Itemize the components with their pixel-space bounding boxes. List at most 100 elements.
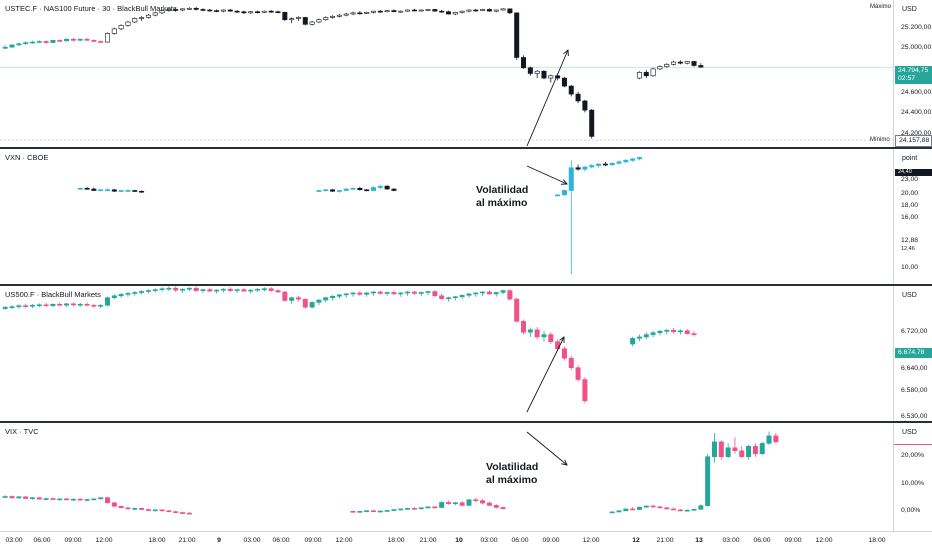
candle: [98, 40, 104, 44]
candle: [227, 287, 233, 292]
axis-unit: USD: [902, 292, 917, 299]
time-label: 21:00: [178, 537, 196, 544]
candle: [439, 10, 445, 13]
candle: [384, 185, 390, 190]
candle: [370, 509, 376, 513]
candle: [159, 287, 165, 292]
candle: [234, 288, 240, 293]
last-price: 24,40: [898, 169, 912, 175]
candle: [370, 10, 376, 14]
candle: [411, 8, 417, 12]
max-label: Máximo: [870, 4, 892, 10]
candle: [664, 63, 670, 68]
candle: [548, 332, 554, 345]
candle: [261, 10, 267, 13]
time-label: 18:00: [148, 537, 166, 544]
candle: [398, 10, 404, 13]
candle: [118, 292, 124, 298]
candle: [391, 188, 397, 192]
candle: [521, 319, 527, 335]
candle: [91, 39, 97, 43]
candle: [636, 156, 642, 161]
axis-tick: 16,00: [901, 214, 919, 221]
countdown: 02:57: [898, 75, 916, 82]
plot-vix[interactable]: VIX · TVC: [0, 423, 893, 531]
time-label: 06:00: [753, 537, 771, 544]
time-label: 18:00: [868, 537, 886, 544]
plot-us500[interactable]: US500.F · BlackBull Markets: [0, 286, 893, 421]
candle: [650, 330, 656, 337]
price-axis-vxn[interactable]: point 24,40 23,00 20,00 18,00 16,00 12,8…: [893, 149, 932, 284]
candle: [255, 10, 261, 14]
candle: [207, 8, 213, 12]
candle: [534, 70, 540, 79]
candle: [336, 293, 342, 299]
candle: [50, 303, 56, 308]
candle: [29, 497, 35, 500]
price-axis-ustec[interactable]: USD 25.200,00 25.000,00 24.794,75 02:57 …: [893, 0, 932, 147]
price-axis-us500[interactable]: USD 6.720,00 6.674,78 6.640,00 6.580,00 …: [893, 286, 932, 421]
candle: [609, 162, 615, 167]
pane-us500: US500.F · BlackBull Markets USD 6.720,00…: [0, 286, 932, 421]
candle: [268, 10, 274, 13]
price-axis-vix[interactable]: USD 20,00% 10,00% 0,00%: [893, 423, 932, 531]
last-price: 24.794,75: [898, 67, 929, 74]
candle: [445, 296, 451, 302]
candle: [29, 303, 35, 309]
candle: [357, 291, 363, 296]
candle: [480, 8, 486, 12]
candle: [139, 190, 145, 193]
candle: [418, 9, 424, 12]
pane-divider[interactable]: [0, 284, 932, 286]
candle: [64, 38, 70, 42]
candle: [534, 327, 540, 340]
candle: [316, 299, 322, 306]
candle: [486, 501, 492, 507]
plot-ustec[interactable]: USTEC.F · NAS100 Future · 30 · BlackBull…: [0, 0, 893, 147]
candle: [384, 10, 390, 13]
pane-divider[interactable]: [0, 421, 932, 423]
candle: [2, 45, 8, 49]
candle: [377, 290, 383, 295]
candle: [636, 506, 642, 511]
last-price-tag: 24,40: [895, 169, 932, 176]
pane-vix: VIX · TVC USD 20,00% 10,00% 0,00% Volati…: [0, 423, 932, 531]
candle: [568, 355, 574, 371]
candle: [166, 509, 172, 513]
candle: [739, 446, 745, 459]
time-label: 9: [217, 537, 221, 544]
time-axis[interactable]: 03:00 06:00 09:00 12:00 18:00 21:00 9 03:00 06:0…: [0, 531, 932, 551]
candle: [452, 11, 458, 16]
plot-vxn[interactable]: VXN · CBOE: [0, 149, 893, 284]
candle: [23, 496, 29, 499]
candle: [466, 498, 472, 507]
time-label: 21:00: [419, 537, 437, 544]
candle: [98, 497, 104, 500]
candle: [145, 14, 151, 19]
time-label: 03:00: [722, 537, 740, 544]
candle: [323, 189, 329, 192]
axis-tick: 10,00: [901, 264, 919, 271]
candle: [23, 303, 29, 308]
candle: [282, 291, 288, 302]
candle: [657, 505, 663, 509]
candle: [391, 290, 397, 296]
candle: [220, 9, 226, 13]
candle: [111, 189, 117, 192]
candle: [330, 15, 336, 19]
candle: [439, 293, 445, 300]
last-price-tag: 6.674,78: [895, 348, 932, 358]
candle: [125, 292, 131, 297]
candle: [684, 60, 690, 65]
candle: [98, 189, 104, 192]
candle: [623, 158, 629, 164]
candle: [105, 32, 111, 43]
candle: [561, 76, 567, 88]
time-label: 09:00: [784, 537, 802, 544]
candle: [364, 11, 370, 15]
candle: [214, 289, 220, 294]
pane-divider[interactable]: [0, 147, 932, 149]
candle: [166, 8, 172, 12]
candle: [350, 11, 356, 16]
chart-vxn: [77, 156, 642, 275]
